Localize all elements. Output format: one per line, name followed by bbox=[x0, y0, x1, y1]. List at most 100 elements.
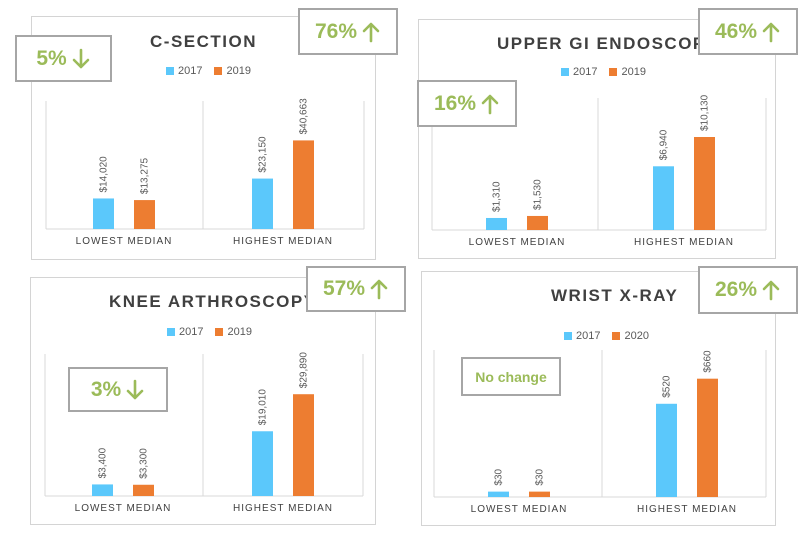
legend-item-2017: 2017 bbox=[561, 66, 597, 78]
bar-value-label: $40,663 bbox=[299, 98, 310, 135]
bar-second-series bbox=[293, 394, 314, 496]
bar-value-label: $1,310 bbox=[492, 181, 503, 212]
change-box-highest: 57% bbox=[306, 266, 406, 312]
bar-first-series bbox=[486, 217, 507, 230]
legend-label: 2020 bbox=[624, 330, 649, 342]
bar-second-series bbox=[133, 484, 154, 496]
change-value: 57% bbox=[322, 277, 366, 300]
legend-label: 2017 bbox=[178, 65, 203, 77]
bar-value-label: $6,940 bbox=[659, 129, 670, 160]
bar-value-label: $19,010 bbox=[258, 389, 269, 426]
arrow-up-icon bbox=[761, 21, 781, 43]
change-value: 46% bbox=[714, 19, 758, 43]
legend-item-2017: 2017 bbox=[564, 330, 600, 342]
legend-swatch-2017 bbox=[561, 68, 569, 76]
bar-value-label: $23,150 bbox=[258, 136, 269, 173]
bar-second-series bbox=[694, 137, 715, 230]
bar-second-series bbox=[697, 378, 718, 497]
bar-value-label: $30 bbox=[494, 468, 505, 485]
change-value: No change bbox=[475, 368, 547, 385]
bar-second-series bbox=[293, 140, 314, 229]
chart-title: KNEE ARTHROSCOPY bbox=[109, 292, 317, 311]
arrow-up-icon bbox=[761, 279, 781, 301]
change-box-lowest: 5% bbox=[15, 35, 112, 82]
legend-swatch-2017 bbox=[166, 67, 174, 75]
bar-plot: $14,020 $13,275 LOWEST MEDIAN $23,150 $40,66… bbox=[45, 98, 365, 247]
arrow-up-icon bbox=[480, 93, 500, 115]
bar-first-series bbox=[252, 178, 273, 229]
change-box-highest: 26% bbox=[698, 266, 798, 314]
bar-value-label: $29,890 bbox=[299, 352, 310, 389]
chart-legend: 2017 2019 bbox=[167, 326, 252, 338]
legend-item-2017: 2017 bbox=[166, 65, 202, 77]
bar-value-label: $3,300 bbox=[139, 448, 150, 479]
change-value: 16% bbox=[433, 91, 477, 115]
chart-panel-knee: KNEE ARTHROSCOPY 2017 2019 $3,400 $3,300 L… bbox=[30, 277, 376, 525]
category-label: HIGHEST MEDIAN bbox=[637, 504, 737, 515]
change-value: 5% bbox=[36, 46, 67, 70]
legend-item-2017: 2017 bbox=[167, 326, 203, 338]
chart-legend: 2017 2019 bbox=[561, 66, 646, 78]
change-box-highest: 76% bbox=[298, 8, 398, 55]
bar-value-label: $3,400 bbox=[98, 447, 109, 478]
legend-swatch-2020 bbox=[612, 332, 621, 340]
category-label: LOWEST MEDIAN bbox=[76, 236, 173, 247]
bar-first-series bbox=[488, 491, 509, 497]
change-value: 3% bbox=[90, 377, 122, 401]
change-box-lowest: 16% bbox=[417, 80, 517, 127]
legend-label: 2019 bbox=[227, 326, 252, 338]
arrow-up-icon bbox=[361, 21, 381, 43]
legend-swatch-2019 bbox=[609, 68, 618, 76]
legend-swatch-2017 bbox=[167, 328, 175, 336]
bar-value-label: $660 bbox=[703, 350, 714, 373]
chart-legend: 2017 2020 bbox=[564, 330, 649, 342]
category-label: LOWEST MEDIAN bbox=[75, 503, 172, 514]
category-label: HIGHEST MEDIAN bbox=[233, 503, 333, 514]
arrow-down-icon bbox=[125, 379, 145, 401]
bar-first-series bbox=[252, 431, 273, 496]
arrow-up-icon bbox=[369, 278, 389, 300]
legend-item-2020: 2020 bbox=[612, 330, 649, 342]
bar-plot: $3,400 $3,300 LOWEST MEDIAN $19,010 $29,890 H… bbox=[44, 352, 364, 514]
legend-label: 2017 bbox=[179, 326, 204, 338]
legend-swatch-2017 bbox=[564, 332, 572, 340]
chart-legend: 2017 2019 bbox=[166, 65, 251, 77]
category-label: HIGHEST MEDIAN bbox=[233, 236, 333, 247]
bar-first-series bbox=[92, 484, 113, 496]
bar-first-series bbox=[653, 166, 674, 230]
bar-value-label: $1,530 bbox=[533, 179, 544, 210]
change-box-highest: 46% bbox=[698, 8, 798, 55]
bar-value-label: $520 bbox=[662, 375, 673, 398]
chart-title: WRIST X-RAY bbox=[551, 286, 679, 305]
bar-second-series bbox=[529, 491, 550, 497]
bar-value-label: $10,130 bbox=[700, 94, 711, 131]
change-box-lowest: No change bbox=[461, 357, 561, 396]
legend-item-2019: 2019 bbox=[215, 326, 252, 338]
change-value: 76% bbox=[314, 19, 358, 43]
bar-first-series bbox=[93, 198, 114, 229]
legend-item-2019: 2019 bbox=[609, 66, 646, 78]
legend-label: 2019 bbox=[226, 65, 251, 77]
arrow-down-icon bbox=[71, 48, 91, 70]
legend-swatch-2019 bbox=[215, 328, 224, 336]
chart-title: UPPER GI ENDOSCOPY bbox=[497, 34, 719, 53]
chart-panel-endoscopy: UPPER GI ENDOSCOPY 2017 2019 $1,310 $1,53… bbox=[418, 19, 776, 259]
bar-first-series bbox=[656, 403, 677, 497]
legend-label: 2019 bbox=[621, 66, 646, 78]
legend-label: 2017 bbox=[573, 66, 598, 78]
bar-second-series bbox=[134, 200, 155, 229]
bar-plot: $30 $30 LOWEST MEDIAN $520 $660 HIGHEST MEDIA… bbox=[433, 350, 767, 515]
bar-second-series bbox=[527, 215, 548, 230]
bar-value-label: $30 bbox=[535, 468, 546, 485]
chart-title: C-SECTION bbox=[150, 32, 257, 51]
change-box-lowest: 3% bbox=[68, 367, 168, 412]
category-label: LOWEST MEDIAN bbox=[469, 237, 566, 248]
category-label: LOWEST MEDIAN bbox=[471, 504, 568, 515]
change-value: 26% bbox=[714, 278, 758, 301]
bar-value-label: $14,020 bbox=[99, 156, 110, 193]
bar-value-label: $13,275 bbox=[140, 157, 151, 194]
legend-swatch-2019 bbox=[214, 67, 223, 75]
category-label: HIGHEST MEDIAN bbox=[634, 237, 734, 248]
legend-item-2019: 2019 bbox=[214, 65, 251, 77]
legend-label: 2017 bbox=[576, 330, 601, 342]
